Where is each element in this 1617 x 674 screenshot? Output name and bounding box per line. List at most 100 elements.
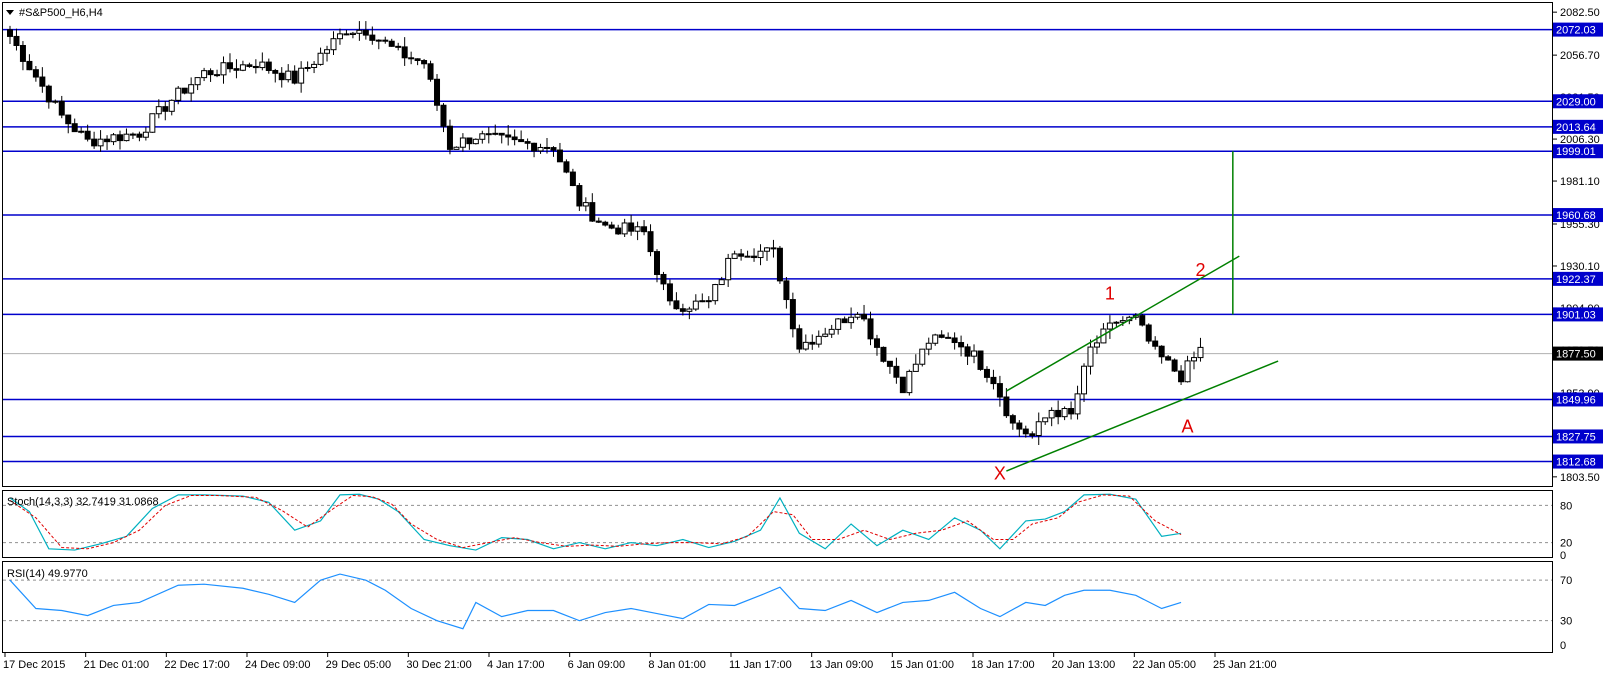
rsi-scale-label: 70 bbox=[1560, 575, 1572, 587]
stoch-main-line bbox=[9, 493, 1182, 551]
candle bbox=[434, 74, 441, 111]
candle bbox=[971, 344, 978, 364]
candle-body bbox=[731, 253, 738, 259]
candle bbox=[699, 293, 706, 303]
candle-body bbox=[699, 300, 706, 303]
candle bbox=[239, 60, 246, 72]
level-tag-text: 1812.68 bbox=[1556, 457, 1596, 469]
time-tick-label: 6 Jan 09:00 bbox=[568, 659, 626, 671]
candle-body bbox=[7, 29, 13, 37]
chart-title-group[interactable]: #S&P500_H6,H4 bbox=[6, 7, 103, 19]
candle bbox=[886, 360, 893, 374]
level-tag-text: 1999.01 bbox=[1556, 146, 1596, 158]
time-axis: 17 Dec 2015 21 Dec 01:00 22 Dec 17:00 24 De… bbox=[3, 653, 1277, 671]
wave-label-2: 2 bbox=[1195, 260, 1205, 280]
candle bbox=[382, 36, 389, 44]
candle-body bbox=[259, 61, 266, 69]
candle bbox=[524, 138, 531, 150]
candle-body bbox=[679, 308, 686, 312]
candle bbox=[1068, 401, 1075, 420]
candle-body bbox=[893, 365, 900, 378]
candle bbox=[945, 332, 952, 339]
candle-body bbox=[712, 284, 719, 302]
level-tag-text: 2072.03 bbox=[1556, 25, 1596, 37]
candle-body bbox=[815, 335, 822, 345]
candle-body bbox=[925, 342, 932, 350]
candle bbox=[654, 249, 660, 283]
candle bbox=[822, 327, 829, 338]
candle-body bbox=[686, 308, 693, 312]
candle bbox=[1029, 431, 1036, 439]
candle bbox=[537, 143, 544, 154]
candle bbox=[259, 52, 266, 71]
candle-body bbox=[155, 106, 162, 115]
candle-body bbox=[388, 40, 395, 47]
candle bbox=[595, 217, 602, 224]
level-price-tag: 1827.75 bbox=[1553, 429, 1603, 444]
candle-body bbox=[71, 123, 78, 133]
level-price-tag: 1999.01 bbox=[1553, 144, 1603, 159]
candle-body bbox=[136, 133, 143, 138]
candle-body bbox=[265, 61, 272, 71]
candle bbox=[1048, 407, 1055, 427]
candle bbox=[602, 220, 609, 227]
level-tag-bg bbox=[1553, 429, 1603, 444]
candle-body bbox=[129, 133, 136, 136]
candle bbox=[802, 334, 809, 351]
candle-body bbox=[78, 130, 85, 133]
candle-body bbox=[479, 133, 486, 140]
candle-body bbox=[1197, 346, 1204, 359]
candle-body bbox=[434, 78, 441, 106]
time-tick-label: 30 Dec 21:00 bbox=[406, 659, 471, 671]
candle-body bbox=[763, 247, 770, 252]
candle-body bbox=[91, 138, 98, 147]
candle bbox=[705, 296, 712, 309]
candle-body bbox=[13, 35, 20, 46]
wave-label-a: A bbox=[1182, 417, 1194, 437]
stoch-scale-label: 20 bbox=[1560, 538, 1572, 550]
candle bbox=[796, 324, 803, 353]
candle-body bbox=[317, 52, 324, 65]
candle bbox=[498, 132, 505, 144]
candle bbox=[692, 294, 699, 312]
candle bbox=[996, 375, 1003, 407]
candle bbox=[1055, 400, 1062, 425]
candle-body bbox=[362, 29, 369, 36]
channel-upper-line bbox=[1006, 255, 1240, 392]
candle-body bbox=[1139, 315, 1146, 326]
candle bbox=[718, 276, 725, 286]
candle-body bbox=[194, 77, 201, 86]
candle-body bbox=[582, 202, 589, 207]
candle-body bbox=[621, 222, 628, 235]
candle bbox=[466, 137, 473, 150]
candle bbox=[311, 61, 318, 74]
candle-body bbox=[854, 313, 861, 318]
candle bbox=[757, 244, 764, 266]
candle-body bbox=[214, 74, 221, 77]
candle-body bbox=[414, 58, 421, 62]
candle bbox=[65, 114, 72, 134]
candle-body bbox=[1074, 393, 1081, 415]
dropdown-triangle-icon[interactable] bbox=[6, 10, 14, 15]
candle-body bbox=[886, 360, 893, 367]
candle bbox=[116, 130, 123, 150]
candle-body bbox=[162, 106, 169, 112]
candle-body bbox=[52, 100, 59, 103]
candle-body bbox=[861, 313, 868, 320]
candle-body bbox=[175, 87, 182, 101]
candlesticks bbox=[7, 21, 1204, 445]
price-tick-label: 2082.50 bbox=[1560, 7, 1600, 19]
candle-body bbox=[311, 63, 318, 69]
level-tag-text: 2013.64 bbox=[1556, 122, 1596, 134]
candle bbox=[492, 124, 499, 136]
level-price-tag: 1812.68 bbox=[1553, 454, 1603, 469]
candle bbox=[725, 253, 732, 287]
candle-body bbox=[1184, 360, 1191, 383]
candle bbox=[511, 129, 518, 146]
candle-body bbox=[608, 224, 615, 229]
level-tag-bg bbox=[1553, 208, 1603, 223]
candle bbox=[848, 307, 855, 329]
wave-annotations: 1 2 X A bbox=[994, 260, 1206, 483]
candle-body bbox=[783, 280, 790, 301]
